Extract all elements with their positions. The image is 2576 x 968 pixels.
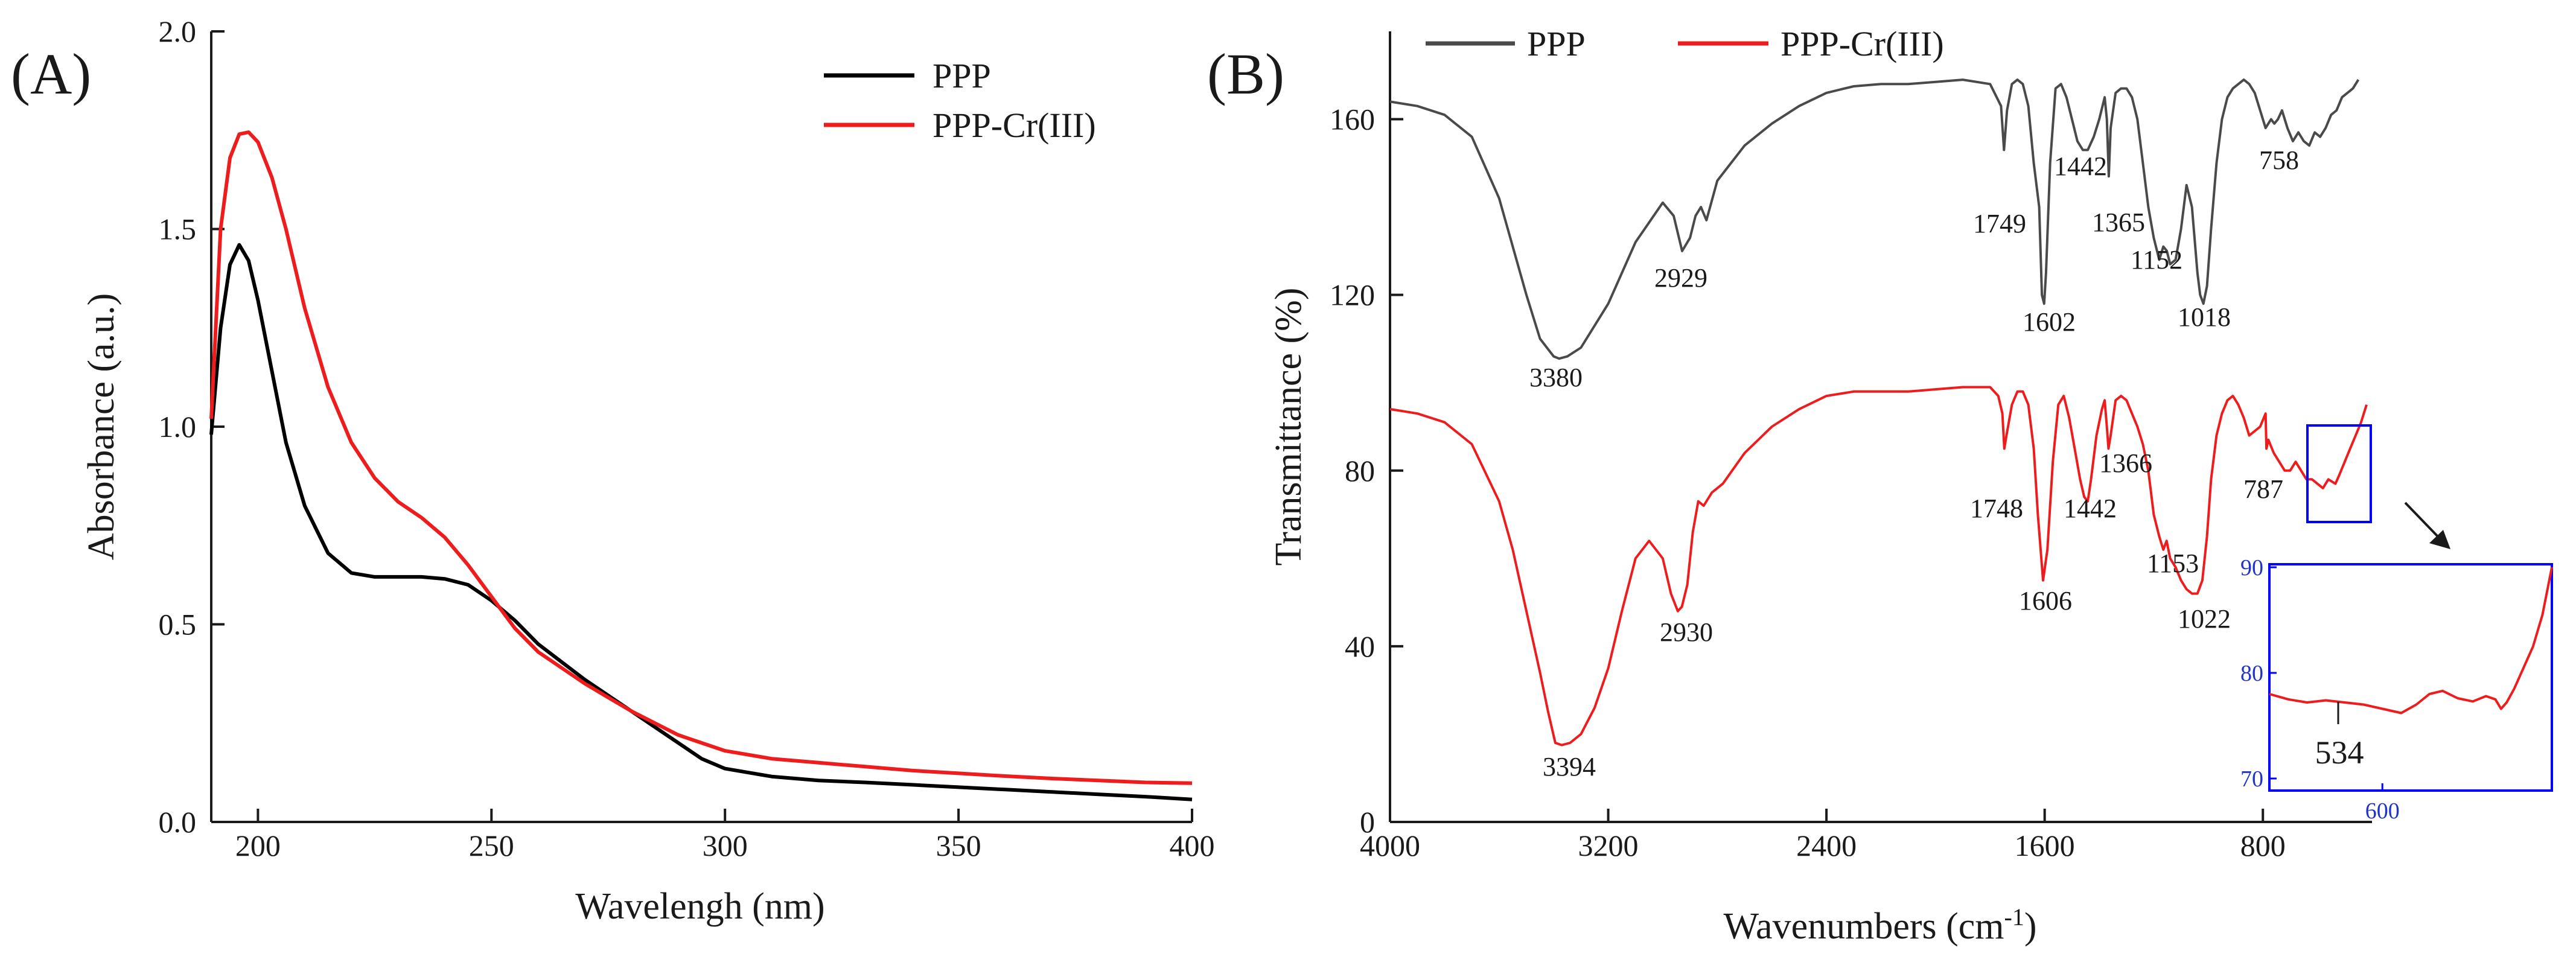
inset-x-tick-label: 600 — [2365, 798, 2400, 824]
peak-label-ppp-1749: 1749 — [1973, 209, 2026, 238]
panel-b-ir-chart: (B) 4000 3200 2400 1600 800 0 40 80 120 160 Waven… — [1207, 24, 2553, 947]
legend-a-label-ppp: PPP — [933, 56, 991, 95]
peak-label-ppp-2929: 2929 — [1654, 263, 1707, 293]
inset-y-tick-label: 70 — [2240, 766, 2263, 792]
panel-a-series-line-ppp — [209, 243, 1193, 801]
panel-b-y-tick-label: 0 — [1360, 805, 1375, 839]
inset-chart: 70 80 90 600 534 — [2240, 555, 2553, 824]
inset-frame — [2268, 563, 2553, 792]
peak-label-cr-1153: 1153 — [2147, 549, 2199, 578]
panel-a-y-tick-label: 1.5 — [159, 212, 197, 246]
panel-a-ticks: 200 250 300 350 400 0.0 0.5 1.0 1.5 2.0 — [159, 14, 1215, 862]
panel-b-legend: PPP PPP-Cr(III) — [1426, 24, 1944, 63]
panel-b-series-lines — [1389, 78, 2368, 747]
panel-b-y-tick-label: 160 — [1330, 103, 1375, 136]
panel-a-y-axis-title: Absorbance (a.u.) — [81, 293, 122, 560]
panel-b-x-tick-label: 1600 — [2015, 829, 2075, 862]
zoom-arrow-line — [2404, 502, 2440, 538]
legend-b-label-ppp: PPP — [1527, 24, 1586, 63]
panel-b-y-tick-label: 40 — [1345, 629, 1375, 663]
peak-label-ppp-1018: 1018 — [2178, 302, 2231, 332]
panel-b-x-axis-title-main: Wavenumbers (cm — [1724, 906, 2004, 947]
inset-series-line — [2269, 567, 2553, 715]
panel-a-y-tick-label: 2.0 — [159, 14, 197, 48]
panel-a-x-tick-label: 300 — [703, 829, 748, 862]
panel-b-ticks: 4000 3200 2400 1600 800 0 40 80 120 160 — [1330, 103, 2286, 862]
peak-label-ppp-758: 758 — [2259, 145, 2299, 175]
panel-b-peak-labels-ppp: 3380 2929 1749 1602 1442 1365 1152 1018 … — [1529, 145, 2299, 392]
peak-label-cr-3394: 3394 — [1543, 752, 1596, 782]
panel-b-x-axis-title-sup: -1 — [2004, 903, 2024, 931]
peak-label-cr-2930: 2930 — [1660, 617, 1713, 647]
peak-label-ppp-1365: 1365 — [2092, 208, 2145, 237]
panel-b-x-axis-title-close: ) — [2024, 906, 2037, 947]
peak-label-ppp-1602: 1602 — [2023, 307, 2076, 337]
peak-label-cr-1606: 1606 — [2019, 586, 2072, 616]
panel-label-b: (B) — [1207, 42, 1284, 106]
panel-b-x-tick-label: 2400 — [1796, 829, 1857, 862]
panel-b-peak-labels-cr: 3394 2930 1748 1606 1442 1366 1153 1022 … — [1543, 448, 2283, 782]
panel-a-series-line-cr — [209, 130, 1193, 785]
panel-b-x-tick-label: 800 — [2240, 829, 2286, 862]
panel-b-y-tick-label: 80 — [1345, 454, 1375, 488]
panel-a-x-tick-label: 250 — [469, 829, 514, 862]
inset-ticks: 70 80 90 600 — [2240, 555, 2400, 824]
panel-a-legend: PPP PPP-Cr(III) — [824, 56, 1096, 145]
panel-b-series-line-cr — [1389, 386, 2368, 747]
inset-series-line-cr — [2269, 567, 2553, 715]
legend-b-label-cr: PPP-Cr(III) — [1781, 24, 1944, 63]
peak-label-ppp-1152: 1152 — [2131, 245, 2182, 275]
peak-label-ppp-1442: 1442 — [2054, 151, 2107, 181]
peak-label-cr-1442: 1442 — [2064, 494, 2117, 523]
panel-b-x-tick-label: 4000 — [1360, 829, 1420, 862]
panel-a-x-axis-title: Wavelengh (nm) — [575, 886, 824, 927]
peak-label-ppp-3380: 3380 — [1529, 363, 1583, 392]
peak-label-cr-787: 787 — [2243, 474, 2283, 504]
inset-y-tick-label: 90 — [2240, 555, 2263, 581]
panel-b-series-line-ppp — [1389, 78, 2360, 360]
panel-a-y-tick-label: 0.5 — [159, 608, 197, 642]
panel-a-uv-chart: (A) 200 250 300 350 400 0.0 0.5 1.0 1.5 2.0 Wavel… — [11, 14, 1215, 927]
peak-label-cr-1366: 1366 — [2099, 448, 2152, 478]
inset-annotation-534: 534 — [2315, 734, 2364, 771]
panel-a-x-tick-label: 200 — [235, 829, 281, 862]
peak-label-cr-1022: 1022 — [2178, 604, 2231, 634]
peak-label-cr-1748: 1748 — [1970, 494, 2023, 523]
panel-a-x-tick-label: 400 — [1170, 829, 1215, 862]
legend-a-label-cr: PPP-Cr(III) — [933, 106, 1096, 145]
panel-a-y-tick-label: 0.0 — [159, 805, 197, 839]
panel-b-y-axis-title: Transmittance (%) — [1268, 288, 1309, 566]
panel-b-x-tick-label: 3200 — [1578, 829, 1639, 862]
panel-b-y-tick-label: 120 — [1330, 278, 1375, 312]
zoom-region-box — [2306, 424, 2372, 523]
inset-y-tick-label: 80 — [2240, 661, 2263, 686]
panel-a-x-tick-label: 350 — [936, 829, 981, 862]
panel-label-a: (A) — [11, 42, 91, 106]
zoom-arrow-head — [2429, 530, 2450, 549]
panel-a-series-lines — [209, 130, 1193, 801]
panel-a-y-tick-label: 1.0 — [159, 410, 197, 444]
panel-b-x-axis-title: Wavenumbers (cm-1) — [1724, 903, 2037, 947]
